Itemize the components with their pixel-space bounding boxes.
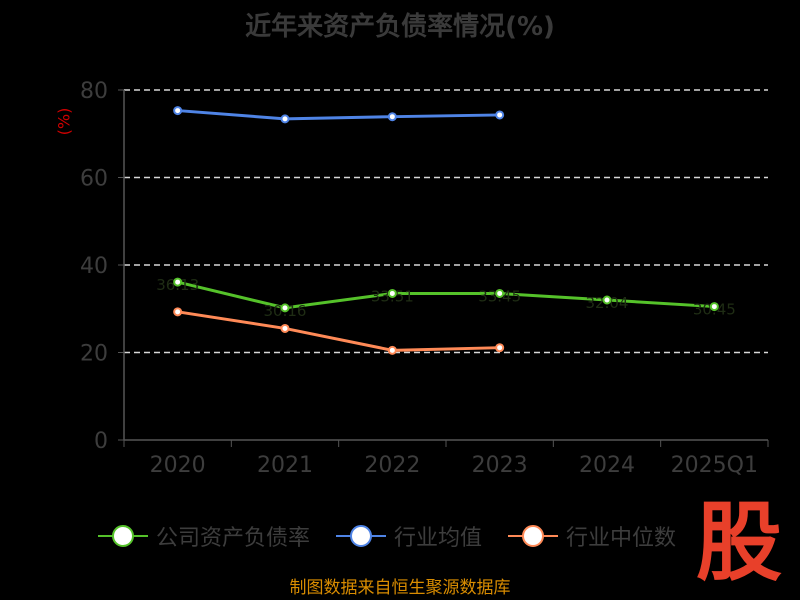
- series-line-0: [177, 280, 715, 310]
- data-point: [173, 307, 183, 317]
- data-point: [387, 288, 397, 298]
- data-point: [173, 277, 183, 287]
- data-point: [495, 110, 505, 120]
- brand-logo: 股: [696, 492, 782, 593]
- data-point: [602, 295, 612, 305]
- source-note: 制图数据来自恒生聚源数据库: [289, 578, 511, 598]
- y-tick-label: 80: [80, 79, 108, 104]
- legend-swatch-company: [98, 524, 148, 548]
- data-point: [495, 288, 505, 298]
- data-point: [173, 106, 183, 116]
- data-point: [495, 343, 505, 353]
- chart-title: 近年来资产负债率情况(%): [245, 12, 555, 42]
- legend: 公司资产负债率 行业均值 行业中位数: [98, 520, 676, 552]
- data-point: [280, 114, 290, 124]
- x-tick-label: 2022: [364, 453, 420, 478]
- y-tick-label: 40: [80, 254, 108, 279]
- y-tick-label: 0: [94, 429, 108, 454]
- series-line-1: [177, 109, 500, 121]
- x-tick-label: 2020: [150, 453, 206, 478]
- x-tick-label: 2024: [579, 453, 635, 478]
- legend-item-industry-median[interactable]: 行业中位数: [508, 520, 676, 552]
- series-line-2: [177, 310, 500, 352]
- legend-swatch-industry-mean: [336, 524, 387, 548]
- y-tick-label: 20: [80, 342, 108, 367]
- data-point: [387, 112, 397, 122]
- x-tick-label: 2021: [257, 453, 313, 478]
- data-point: [280, 303, 290, 313]
- data-point: [387, 345, 397, 355]
- data-point: [709, 302, 719, 312]
- x-tick-label: 2025Q1: [671, 453, 758, 478]
- x-tick-label: 2023: [472, 453, 528, 478]
- legend-item-company[interactable]: 公司资产负债率: [98, 520, 310, 552]
- legend-swatch-industry-median: [508, 524, 559, 548]
- legend-label: 公司资产负债率: [156, 526, 311, 551]
- legend-item-industry-mean[interactable]: 行业均值: [336, 520, 482, 552]
- legend-label: 行业均值: [394, 526, 483, 551]
- y-tick-label: 60: [80, 167, 108, 192]
- legend-label: 行业中位数: [566, 526, 677, 551]
- data-point: [280, 323, 290, 333]
